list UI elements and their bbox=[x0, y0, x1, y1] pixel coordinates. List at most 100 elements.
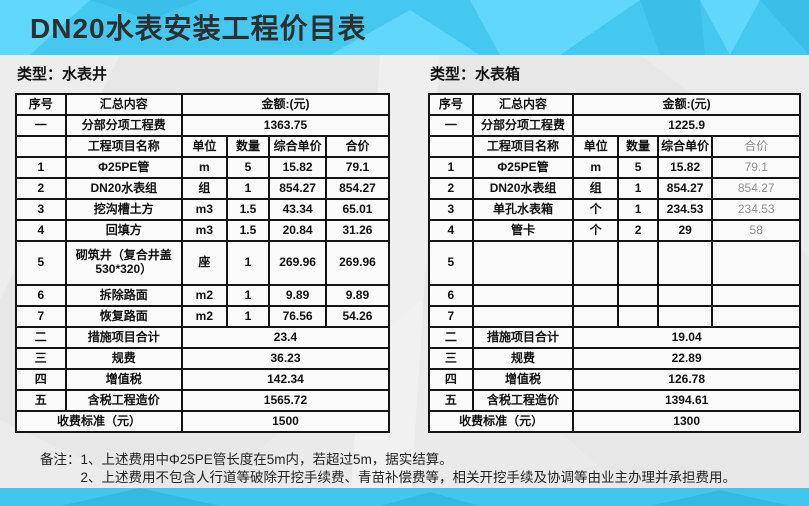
item-unit: m bbox=[572, 156, 620, 179]
box-panel: 类型：水表箱 序号 汇总内容 金额:(元) 一分部分项工程费 1225.9 工程项目名称单… bbox=[427, 55, 801, 433]
summary-value: 1394.61 bbox=[572, 389, 801, 412]
item-seq: 5 bbox=[15, 240, 67, 286]
item-unit-price bbox=[656, 240, 714, 286]
item-total: 854.27 bbox=[324, 177, 391, 200]
summary-seq: 四 bbox=[428, 368, 474, 391]
well-price-table: 序号 汇总内容 金额:(元) 一分部分项工程费 1363.75 工程项目名称 单位 数量 综合单… bbox=[15, 93, 391, 433]
item-name bbox=[471, 284, 575, 307]
table-row: 4 管卡个 2 29 58 bbox=[428, 219, 801, 242]
table-row: 四增值税 126.78 bbox=[428, 368, 801, 391]
table-row: 5 砌筑井（复合井盖530*320）座 1 269.96 269.96 bbox=[15, 240, 391, 286]
item-unit: m3 bbox=[180, 198, 228, 221]
item-name: 单孔水表箱 bbox=[471, 198, 575, 221]
table-row: 一分部分项工程费 1363.75 bbox=[15, 114, 391, 137]
item-seq: 6 bbox=[15, 284, 67, 307]
table-row: 序号 汇总内容 金额:(元) bbox=[15, 93, 391, 116]
item-unit-price bbox=[656, 305, 714, 328]
item-seq: 2 bbox=[428, 177, 474, 200]
item-qty: 1 bbox=[617, 177, 659, 200]
item-seq: 7 bbox=[428, 305, 474, 328]
table-row: 1 Φ25PE管 m 5 15.82 79.1 bbox=[15, 156, 391, 179]
table-row: 4 回填方 m3 1.5 20.84 31.26 bbox=[15, 219, 391, 242]
header-seq: 序号 bbox=[428, 93, 474, 116]
item-total bbox=[711, 240, 801, 286]
table-row: 收费标准（元） 1300 bbox=[427, 410, 801, 433]
section-seq: 一 bbox=[428, 114, 474, 137]
item-total: 31.26 bbox=[324, 219, 391, 242]
footer-triangle-pattern bbox=[0, 488, 809, 506]
section-name: 分部分项工程费 bbox=[64, 114, 183, 137]
remarks-label: 备注： bbox=[40, 452, 81, 467]
table-row: 二措施项目合计 19.04 bbox=[428, 326, 801, 349]
remark-line-2: 2、上述费用不包含人行道等破除开挖手续费、青苗补偿费等，相关开挖手续及协调等由业… bbox=[80, 469, 737, 485]
item-total: 79.1 bbox=[711, 156, 801, 179]
remark-line-1: 1、上述费用中Φ25PE管长度在5m内，若超过5m，据实结算。 bbox=[80, 452, 453, 467]
item-unit-price: 269.96 bbox=[268, 240, 327, 286]
table-row: 1 Φ25PE管 m 5 15.82 79.1 bbox=[428, 156, 801, 179]
item-name: 管卡 bbox=[471, 219, 575, 242]
item-unit-price: 854.27 bbox=[268, 177, 327, 200]
item-seq: 1 bbox=[428, 156, 474, 179]
item-unit: 座 bbox=[180, 240, 228, 286]
summary-value: 23.4 bbox=[180, 326, 391, 349]
item-qty: 5 bbox=[225, 156, 271, 179]
item-unit: 个 bbox=[572, 219, 620, 242]
item-total bbox=[711, 284, 801, 307]
subhead-unit-price: 综合单价 bbox=[268, 135, 327, 158]
summary-seq: 二 bbox=[428, 326, 474, 349]
fee-value: 1500 bbox=[180, 410, 391, 433]
table-row: 6 拆除路面 m2 1 9.89 9.89 bbox=[15, 284, 391, 307]
item-unit-price: 43.34 bbox=[268, 198, 327, 221]
table-row: 2 DN20水表组组 1 854.27 854.27 bbox=[15, 177, 391, 200]
item-name: 砌筑井（复合井盖530*320） bbox=[64, 240, 183, 286]
item-seq: 7 bbox=[15, 305, 67, 328]
summary-name: 含税工程造价 bbox=[64, 389, 183, 412]
item-unit: m2 bbox=[180, 305, 228, 328]
item-unit-price: 15.82 bbox=[656, 156, 714, 179]
item-seq: 2 bbox=[15, 177, 67, 200]
subhead-blank bbox=[428, 135, 474, 158]
table-row: 2 DN20水表组组 1 854.27 854.27 bbox=[428, 177, 801, 200]
item-qty: 1 bbox=[225, 284, 271, 307]
item-total: 269.96 bbox=[324, 240, 391, 286]
summary-name: 措施项目合计 bbox=[471, 326, 575, 349]
footer-bar bbox=[0, 488, 809, 506]
item-total: 54.26 bbox=[324, 305, 391, 328]
summary-value: 19.04 bbox=[572, 326, 801, 349]
summary-value: 22.89 bbox=[572, 347, 801, 370]
summary-seq: 四 bbox=[15, 368, 67, 391]
header-seq: 序号 bbox=[15, 93, 67, 116]
fee-value: 1300 bbox=[572, 410, 801, 433]
summary-seq: 三 bbox=[15, 347, 67, 370]
item-unit: 组 bbox=[180, 177, 228, 200]
table-row: 工程项目名称 单位 数量 综合单价 合价 bbox=[428, 135, 801, 158]
item-seq: 4 bbox=[428, 219, 474, 242]
item-name: DN20水表组 bbox=[64, 177, 183, 200]
table-row: 5 bbox=[428, 240, 801, 286]
item-name: 回填方 bbox=[64, 219, 183, 242]
well-panel: 类型：水表井 序号 汇总内容 金额:(元) 一分部分项工程费 1363.75 工程项目名称… bbox=[15, 55, 391, 433]
item-total: 79.1 bbox=[324, 156, 391, 179]
summary-seq: 二 bbox=[15, 326, 67, 349]
item-unit-price: 20.84 bbox=[268, 219, 327, 242]
item-total: 854.27 bbox=[711, 177, 801, 200]
item-qty: 1 bbox=[225, 305, 271, 328]
item-unit: 组 bbox=[572, 177, 620, 200]
table-row: 3 挖沟槽土方 m3 1.5 43.34 65.01 bbox=[15, 198, 391, 221]
item-total: 58 bbox=[711, 219, 801, 242]
header-amount: 金额:(元) bbox=[180, 93, 391, 116]
remarks-lines: 1、上述费用中Φ25PE管长度在5m内，若超过5m，据实结算。 2、上述费用不包… bbox=[81, 451, 737, 486]
header-summary: 汇总内容 bbox=[471, 93, 575, 116]
type-label-box: 类型：水表箱 bbox=[430, 66, 521, 83]
subhead-unit: 单位 bbox=[572, 135, 620, 158]
summary-name: 增值税 bbox=[64, 368, 183, 391]
item-seq: 1 bbox=[15, 156, 67, 179]
item-unit-price: 29 bbox=[656, 219, 714, 242]
summary-seq: 五 bbox=[15, 389, 67, 412]
table-row: 一分部分项工程费 1225.9 bbox=[428, 114, 801, 137]
item-unit: m bbox=[180, 156, 228, 179]
section-name: 分部分项工程费 bbox=[471, 114, 575, 137]
item-unit-price: 9.89 bbox=[268, 284, 327, 307]
summary-value: 36.23 bbox=[180, 347, 391, 370]
banner-triangle-pattern bbox=[0, 0, 809, 55]
